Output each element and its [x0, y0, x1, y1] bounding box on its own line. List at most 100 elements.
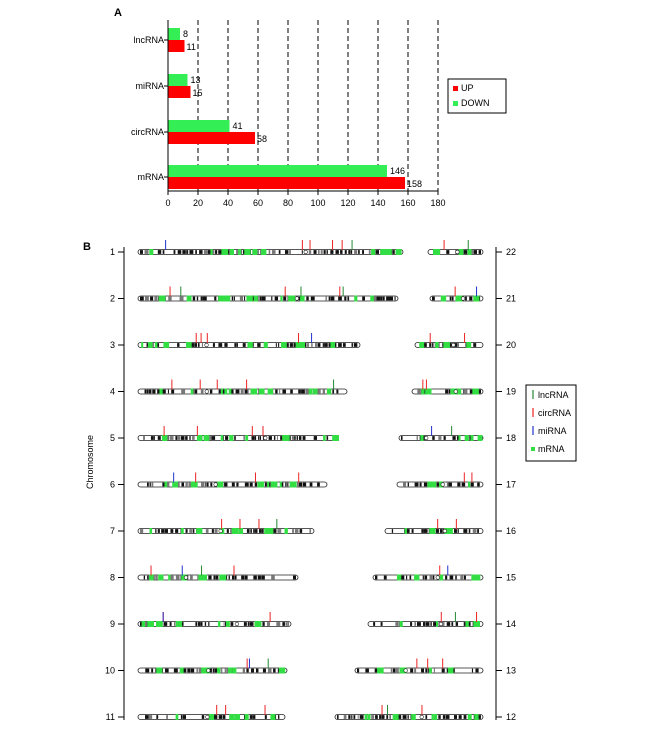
chromosome-band — [143, 715, 145, 719]
chromosome-band — [445, 389, 449, 394]
chromosome-band — [145, 529, 149, 533]
chromosome-band — [390, 622, 395, 626]
mrna-mark — [190, 481, 198, 488]
mrna-mark — [217, 667, 221, 674]
chromosome-band — [389, 715, 391, 719]
category-label: circRNA — [131, 127, 164, 137]
chromosome-band — [218, 715, 223, 719]
chromosome-band — [266, 622, 271, 626]
chromosome-band — [170, 668, 174, 673]
chromosome-band — [140, 715, 142, 719]
chromosome-band — [477, 529, 479, 533]
chromosome-band — [212, 668, 215, 673]
mrna-mark — [473, 295, 480, 302]
chromosome-band — [387, 622, 391, 626]
mrna-mark — [220, 435, 224, 441]
chromosome-band — [187, 389, 191, 394]
mrna-mark — [224, 388, 228, 395]
chromosome-band — [287, 622, 289, 626]
chromosome-band — [156, 715, 159, 719]
chromosome-band — [451, 715, 454, 719]
chromosome-band — [164, 529, 169, 533]
bar-up — [168, 132, 255, 144]
chromosome-band — [347, 343, 350, 347]
chromosome-band — [198, 389, 201, 394]
chromosome-label-right: 18 — [506, 433, 516, 443]
mrna-mark — [440, 295, 447, 302]
chromosome-band — [182, 250, 186, 254]
mrna-mark — [284, 528, 288, 534]
chromosome-band — [268, 436, 272, 440]
chromosome-band — [477, 715, 481, 719]
chromosome-band — [392, 250, 395, 254]
chromosome-band — [229, 482, 231, 487]
chromosome-band — [146, 482, 149, 487]
chromosome-band — [455, 622, 459, 626]
mrna-mark — [217, 481, 224, 488]
chromosome-band — [218, 389, 221, 394]
chromosome-band — [351, 343, 353, 347]
mrna-mark — [259, 388, 265, 395]
chromosome-band — [222, 529, 227, 533]
chromosome-band — [421, 529, 424, 533]
chromosome-band — [206, 482, 209, 487]
chromosome-band — [346, 715, 348, 719]
chromosome-band — [147, 575, 149, 580]
chromosome-band — [257, 715, 259, 719]
chromosome-band — [279, 575, 284, 580]
legend-box — [447, 78, 507, 114]
mrna-mark — [260, 481, 263, 488]
chromosome-band — [368, 250, 371, 254]
chromosome-band — [306, 482, 310, 487]
chromosome-band — [256, 668, 259, 673]
chromosome-band — [222, 715, 226, 719]
chromosome-band — [189, 529, 193, 533]
chromosome-band — [261, 529, 264, 533]
chromosome-band — [447, 436, 451, 440]
chromosome-band — [409, 436, 411, 440]
mrna-mark — [198, 574, 205, 581]
chromosome-band — [279, 343, 282, 347]
chromosome-label-left: 11 — [106, 712, 115, 722]
chromosome-band — [212, 343, 215, 347]
chromosome-band — [207, 250, 211, 254]
chromosome-band — [175, 529, 179, 533]
chromosome-band — [399, 482, 402, 487]
chromosome-label-right: 22 — [506, 247, 516, 257]
chromosome-band — [455, 575, 457, 580]
chromosome-band — [185, 436, 188, 440]
data-label-down: 8 — [183, 29, 188, 39]
chromosome-band — [225, 436, 229, 440]
mrna-mark — [261, 249, 267, 255]
chromosome-label-right: 12 — [506, 712, 516, 722]
chromosome-band — [307, 436, 309, 440]
chromosome-band — [347, 296, 350, 301]
chromosome-band — [407, 482, 409, 487]
chromosome-band — [266, 575, 269, 580]
chromosome-9 — [137, 612, 292, 627]
chromosome-label-left: 3 — [110, 340, 115, 350]
chromosome-22 — [427, 240, 484, 255]
chromosome-band — [231, 296, 233, 301]
mrna-mark — [149, 528, 153, 534]
mrna-mark — [246, 295, 253, 302]
chromosome-band — [336, 296, 338, 301]
chromosome-band — [283, 296, 287, 301]
chromosome-band — [453, 482, 457, 487]
chromosome-band — [322, 343, 324, 347]
data-label-up: 58 — [257, 134, 267, 144]
chromosome-band — [169, 622, 172, 626]
chromosome-band — [455, 668, 459, 673]
mrna-mark — [147, 621, 154, 627]
chromosome-band — [242, 529, 246, 533]
chromosome-14 — [367, 612, 484, 627]
chromosome-band — [446, 250, 450, 254]
chromosome-band — [357, 715, 359, 719]
chromosome-band — [234, 436, 236, 440]
chromosome-band — [414, 482, 419, 487]
chromosome-band — [211, 436, 216, 440]
chromosome-band — [190, 575, 193, 580]
chromosome-band — [309, 482, 313, 487]
chromosome-band — [274, 296, 279, 301]
chromosome-band — [211, 622, 214, 626]
